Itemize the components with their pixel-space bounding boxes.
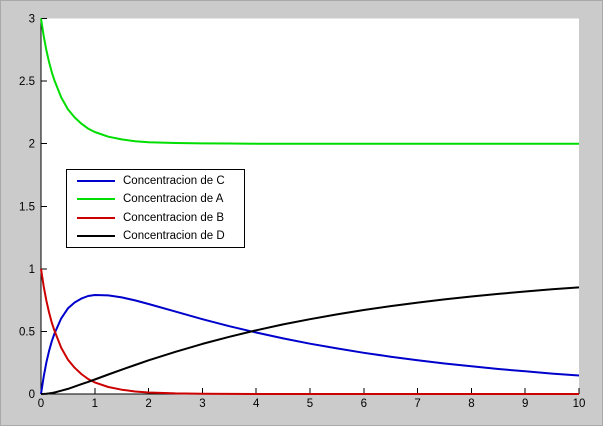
legend-item: Concentracion de B [67, 209, 244, 226]
x-tick-label: 5 [307, 398, 313, 410]
y-tick-label: 0 [29, 389, 35, 401]
legend-line-sample [77, 180, 115, 183]
x-tick-label: 3 [199, 398, 205, 410]
legend-box: Concentracion de C Concentracion de A Conc… [66, 169, 245, 248]
series-line [40, 268, 579, 395]
legend-line-sample [77, 216, 115, 219]
legend-item: Concentracion de D [67, 227, 244, 244]
y-tick-label: 1.5 [19, 201, 35, 213]
x-tick-label: 4 [253, 398, 260, 410]
legend-item-label: Concentracion de C [123, 175, 225, 188]
x-tick-label: 7 [414, 398, 420, 410]
legend-line-sample [77, 234, 115, 237]
x-tick-label: 1 [92, 398, 98, 410]
x-tick-label: 10 [573, 398, 586, 410]
y-tick-label: 2.5 [19, 76, 35, 88]
legend-item: Concentracion de A [67, 191, 244, 208]
x-tick-label: 9 [522, 398, 528, 410]
legend-item-label: Concentracion de B [123, 211, 225, 224]
legend-item: Concentracion de C [67, 173, 244, 190]
x-tick-label: 0 [38, 398, 44, 410]
y-tick-label: 1 [29, 264, 35, 276]
y-tick-label: 3 [29, 14, 35, 26]
legend-item-label: Concentracion de A [123, 193, 224, 206]
y-tick-label: 2 [29, 139, 35, 151]
legend-line-sample [77, 198, 115, 201]
legend-item-label: Concentracion de D [123, 229, 225, 242]
y-tick-label: 0.5 [19, 326, 35, 338]
series-line [40, 286, 580, 395]
x-tick-label: 8 [468, 398, 474, 410]
x-tick-label: 2 [145, 398, 151, 410]
series-line [40, 18, 579, 145]
x-tick-label: 6 [361, 398, 367, 410]
